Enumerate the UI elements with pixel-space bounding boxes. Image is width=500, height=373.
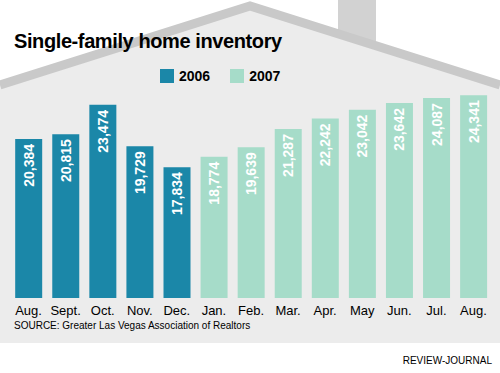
svg-text:Aug.: Aug.: [460, 303, 487, 318]
svg-text:Aug.: Aug.: [15, 303, 42, 318]
svg-text:20,384: 20,384: [21, 144, 37, 187]
svg-text:17,834: 17,834: [169, 172, 185, 215]
svg-text:21,287: 21,287: [280, 134, 296, 177]
svg-text:18,774: 18,774: [206, 162, 222, 205]
svg-text:23,642: 23,642: [391, 108, 407, 151]
svg-text:23,042: 23,042: [354, 114, 370, 157]
html-text:SOURCE: Greater Las Vegas Asso: SOURCE: Greater Las Vegas Association of…: [14, 320, 251, 331]
html-text:2006: 2006: [179, 68, 211, 84]
svg-text:Mar.: Mar.: [275, 303, 300, 318]
svg-text:Feb.: Feb.: [238, 303, 264, 318]
svg-text:Jan.: Jan.: [202, 303, 227, 318]
svg-text:Nov.: Nov.: [127, 303, 153, 318]
svg-text:May: May: [350, 303, 375, 318]
svg-text:Jul.: Jul.: [426, 303, 446, 318]
svg-text:20,815: 20,815: [58, 139, 74, 182]
svg-text:22,242: 22,242: [317, 123, 333, 166]
svg-text:23,474: 23,474: [95, 110, 111, 153]
svg-text:24,341: 24,341: [466, 100, 482, 143]
svg-text:Dec.: Dec.: [163, 303, 190, 318]
svg-text:Apr.: Apr.: [314, 303, 337, 318]
html-text:REVIEW-JOURNAL: REVIEW-JOURNAL: [402, 355, 492, 366]
svg-text:19,639: 19,639: [243, 152, 259, 195]
html-text:2007: 2007: [249, 68, 281, 84]
svg-text:Jun.: Jun.: [387, 303, 412, 318]
svg-text:19,729: 19,729: [132, 151, 148, 194]
svg-text:Sept.: Sept.: [50, 303, 80, 318]
svg-text:24,087: 24,087: [429, 103, 445, 146]
html-text:Single-family home inventory: Single-family home inventory: [14, 30, 282, 52]
svg-text:Oct.: Oct.: [91, 303, 115, 318]
